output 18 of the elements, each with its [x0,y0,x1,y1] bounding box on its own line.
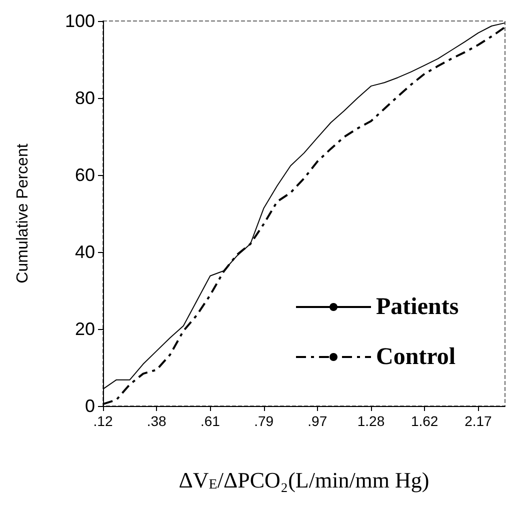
x-tick-label: .79 [254,413,274,429]
x-tick-label: .38 [146,413,167,429]
x-tick-label: 2.17 [464,413,492,429]
x-tick-label: .61 [200,413,220,429]
y-tick-label: 60 [74,165,95,185]
y-tick-label: 20 [74,319,95,339]
x-axis-title: ΔVE/ΔPCO₂(L/min/mm Hg) [178,468,430,492]
y-tick-label: 0 [84,396,95,416]
legend-label: Control [376,344,456,370]
x-tick-label: 1.28 [357,413,385,429]
x-tick-label: .12 [93,413,113,429]
y-tick-label: 80 [74,88,95,108]
y-axis-title: Cumulative Percent [14,143,32,284]
x-tick-label: .97 [308,413,328,429]
y-tick-label: 40 [74,242,95,262]
y-tick-label: 100 [64,11,95,31]
legend-label: Patients [376,294,459,320]
x-tick-label: 1.62 [410,413,438,429]
